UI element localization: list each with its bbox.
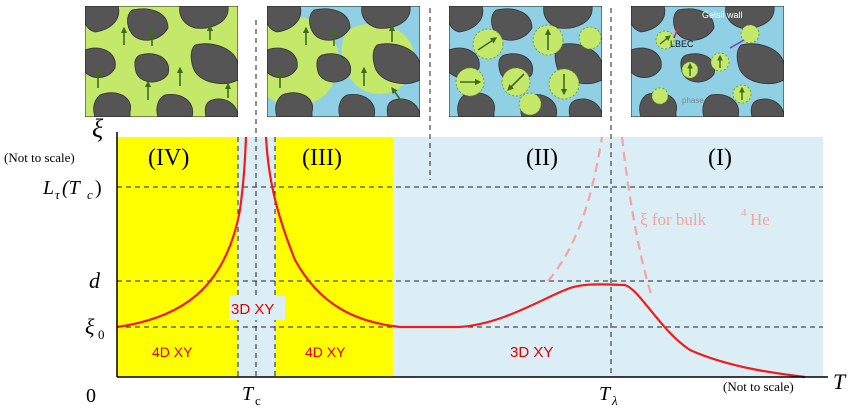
svg-text:λ: λ <box>611 393 618 408</box>
origin-label: 0 <box>86 385 96 407</box>
svg-text:(T: (T <box>62 177 82 199</box>
label-bulk-he: ξ for bulk 4 He <box>640 207 770 229</box>
x-axis-note: (Not to scale) <box>723 379 794 394</box>
inset-gelsil-wall-label: Gelsil wall <box>702 10 743 20</box>
inset-region-iii <box>267 6 420 117</box>
region-iv-background <box>117 137 238 377</box>
y-axis-note: (Not to scale) <box>4 150 75 165</box>
horizontal-guides <box>117 186 823 328</box>
region-label-iii: (III) <box>302 145 342 171</box>
svg-text:He: He <box>750 210 770 229</box>
label-3d-xy-mid: 3D XY <box>510 344 553 361</box>
region-label-ii: (II) <box>526 145 558 171</box>
x-tick-t-lambda: T λ <box>599 383 618 408</box>
region-label-i: (I) <box>708 145 732 171</box>
svg-text:T: T <box>242 383 255 405</box>
label-4d-xy-left: 4D XY <box>152 344 193 360</box>
svg-text:): ) <box>95 177 102 199</box>
region-label-iv: (IV) <box>148 145 189 171</box>
label-3d-xy-center: 3D XY <box>231 301 274 318</box>
svg-text:ξ for bulk: ξ for bulk <box>640 210 707 229</box>
svg-text:0: 0 <box>98 327 105 342</box>
correlation-length-curve <box>116 136 806 379</box>
axes <box>116 132 828 378</box>
x-axis-symbol: T <box>833 369 847 394</box>
svg-text:4: 4 <box>741 207 747 219</box>
y-tick-xi0: ξ 0 <box>85 314 105 342</box>
label-4d-xy-right: 4D XY <box>305 344 346 360</box>
svg-text:L: L <box>42 177 54 199</box>
region-ii-i-background <box>393 137 823 377</box>
inset-region-iv <box>85 6 238 117</box>
inset-lbec-label: LBEC <box>670 39 694 49</box>
inset-phase-label: phase <box>682 96 704 105</box>
svg-text:c: c <box>87 187 93 202</box>
svg-text:c: c <box>255 393 261 408</box>
svg-text:ξ: ξ <box>85 314 95 339</box>
bulk-he-curve <box>547 136 654 298</box>
y-axis-symbol: ξ <box>92 114 104 143</box>
inset-region-i: Gelsil wall LBEC phase <box>631 6 784 117</box>
y-tick-d: d <box>89 268 101 293</box>
svg-text:T: T <box>599 383 612 405</box>
y-tick-l-tau: L τ (T c ) <box>42 177 102 202</box>
inset-region-ii <box>449 6 602 117</box>
label-3d-xy-center-bg <box>229 296 285 320</box>
svg-text:τ: τ <box>55 187 61 202</box>
x-tick-tc: T c <box>242 383 261 408</box>
